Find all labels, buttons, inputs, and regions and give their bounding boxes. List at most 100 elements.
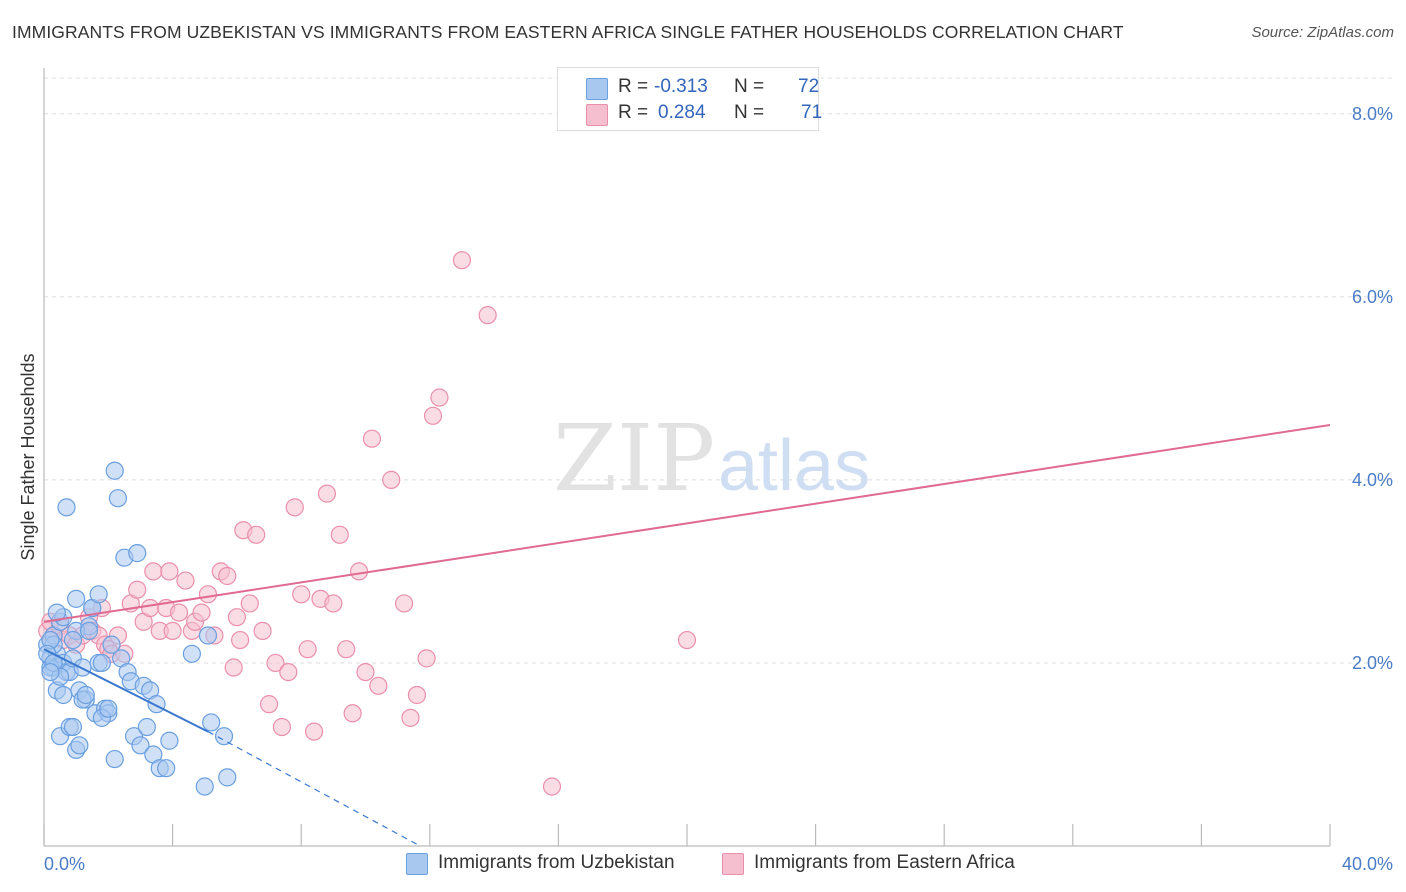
data-point [292,585,311,604]
bottom-legend-swatch-pink [722,853,744,875]
data-point [343,704,362,723]
legend-r-value: 0.284 [658,102,706,123]
data-point [218,566,237,586]
data-point [160,731,179,750]
data-point [362,429,382,448]
legend-swatch-pink [586,104,608,126]
data-point [144,562,163,581]
y-tick-label: 6.0% [1352,287,1393,307]
y-tick-labels: 2.0% 4.0% 6.0% 8.0% [1352,104,1393,673]
data-point [227,608,246,627]
data-point [128,580,147,599]
data-point [324,594,343,613]
data-point [92,653,111,673]
legend-r-label: R = [618,102,649,123]
data-point [452,251,472,270]
data-point [131,736,150,755]
data-point [137,717,156,737]
data-point [266,653,285,673]
data-point [224,658,243,677]
data-point [259,695,279,714]
watermark-atlas: atlas [718,426,870,506]
data-point [140,598,160,618]
data-point [76,685,95,705]
data-point [63,717,83,737]
data-point [253,621,272,641]
data-point [176,571,195,590]
data-point [423,406,443,425]
legend: R = -0.313 N = 72 R = 0.284 N = 71 [557,67,823,131]
watermark-zip: ZIP [553,405,715,512]
data-point [285,498,304,517]
trend-line-uzbekistan-extension [207,731,421,847]
data-point [182,644,201,663]
legend-r-label: R = [618,76,649,97]
data-point [478,306,497,325]
data-point [298,640,317,659]
data-point [195,777,214,796]
data-point [417,649,436,668]
trend-lines [43,423,1331,847]
series-uzbekistan [38,461,237,796]
y-tick-label: 4.0% [1352,470,1393,490]
y-tick-label: 8.0% [1352,104,1393,124]
data-point [279,662,298,682]
legend-r-value: -0.313 [654,76,708,97]
legend-n-label: N = [734,102,765,123]
data-point [63,630,83,650]
data-point [218,768,237,787]
legend-n-label: N = [734,76,765,97]
data-point [369,676,388,695]
data-point [330,525,349,544]
data-point [677,630,697,650]
trend-line-eastern-africa [43,423,1331,623]
data-point [198,626,218,645]
watermark: ZIP atlas [553,405,870,512]
data-point [79,621,99,641]
data-point [70,736,89,755]
legend-n-value: 72 [798,76,820,97]
legend-n-value: 71 [801,102,823,123]
bottom-legend-label: Immigrants from Eastern Africa [754,852,1015,873]
y-axis-title: Single Father Households [18,353,38,560]
data-point [47,603,66,622]
series-eastern-africa [38,251,697,796]
source-label: Source: ZipAtlas.com [1251,24,1394,41]
data-point [317,484,337,503]
data-point [41,662,60,682]
data-point [304,722,324,741]
data-point [160,562,179,581]
data-point [169,603,189,622]
trend-line-uzbekistan [43,648,209,733]
data-point [54,685,73,705]
chart-title: IMMIGRANTS FROM UZBEKISTAN VS IMMIGRANTS… [12,22,1124,42]
data-point [108,489,128,508]
bottom-legend-swatch-blue [406,853,428,875]
data-point [542,777,562,796]
data-point [147,695,166,714]
y-tick-label: 2.0% [1352,653,1393,673]
x-tick-label-max: 40.0% [1342,854,1393,874]
data-point [202,713,221,732]
data-point [102,635,121,654]
data-point [105,461,124,480]
data-point [89,585,108,604]
data-point [349,562,369,581]
gridlines [44,77,1392,664]
data-point [128,544,147,563]
data-point [57,498,76,517]
data-point [240,594,259,613]
data-point [163,621,182,641]
data-point [157,759,176,778]
data-point [407,685,427,705]
data-point [394,594,414,613]
legend-swatch-blue [586,78,608,100]
data-point [67,589,86,608]
data-point [247,525,266,544]
data-point [198,585,218,604]
data-point [430,388,449,407]
data-point [356,662,375,682]
bottom-legend-label: Immigrants from Uzbekistan [438,852,675,873]
data-point [192,603,211,622]
